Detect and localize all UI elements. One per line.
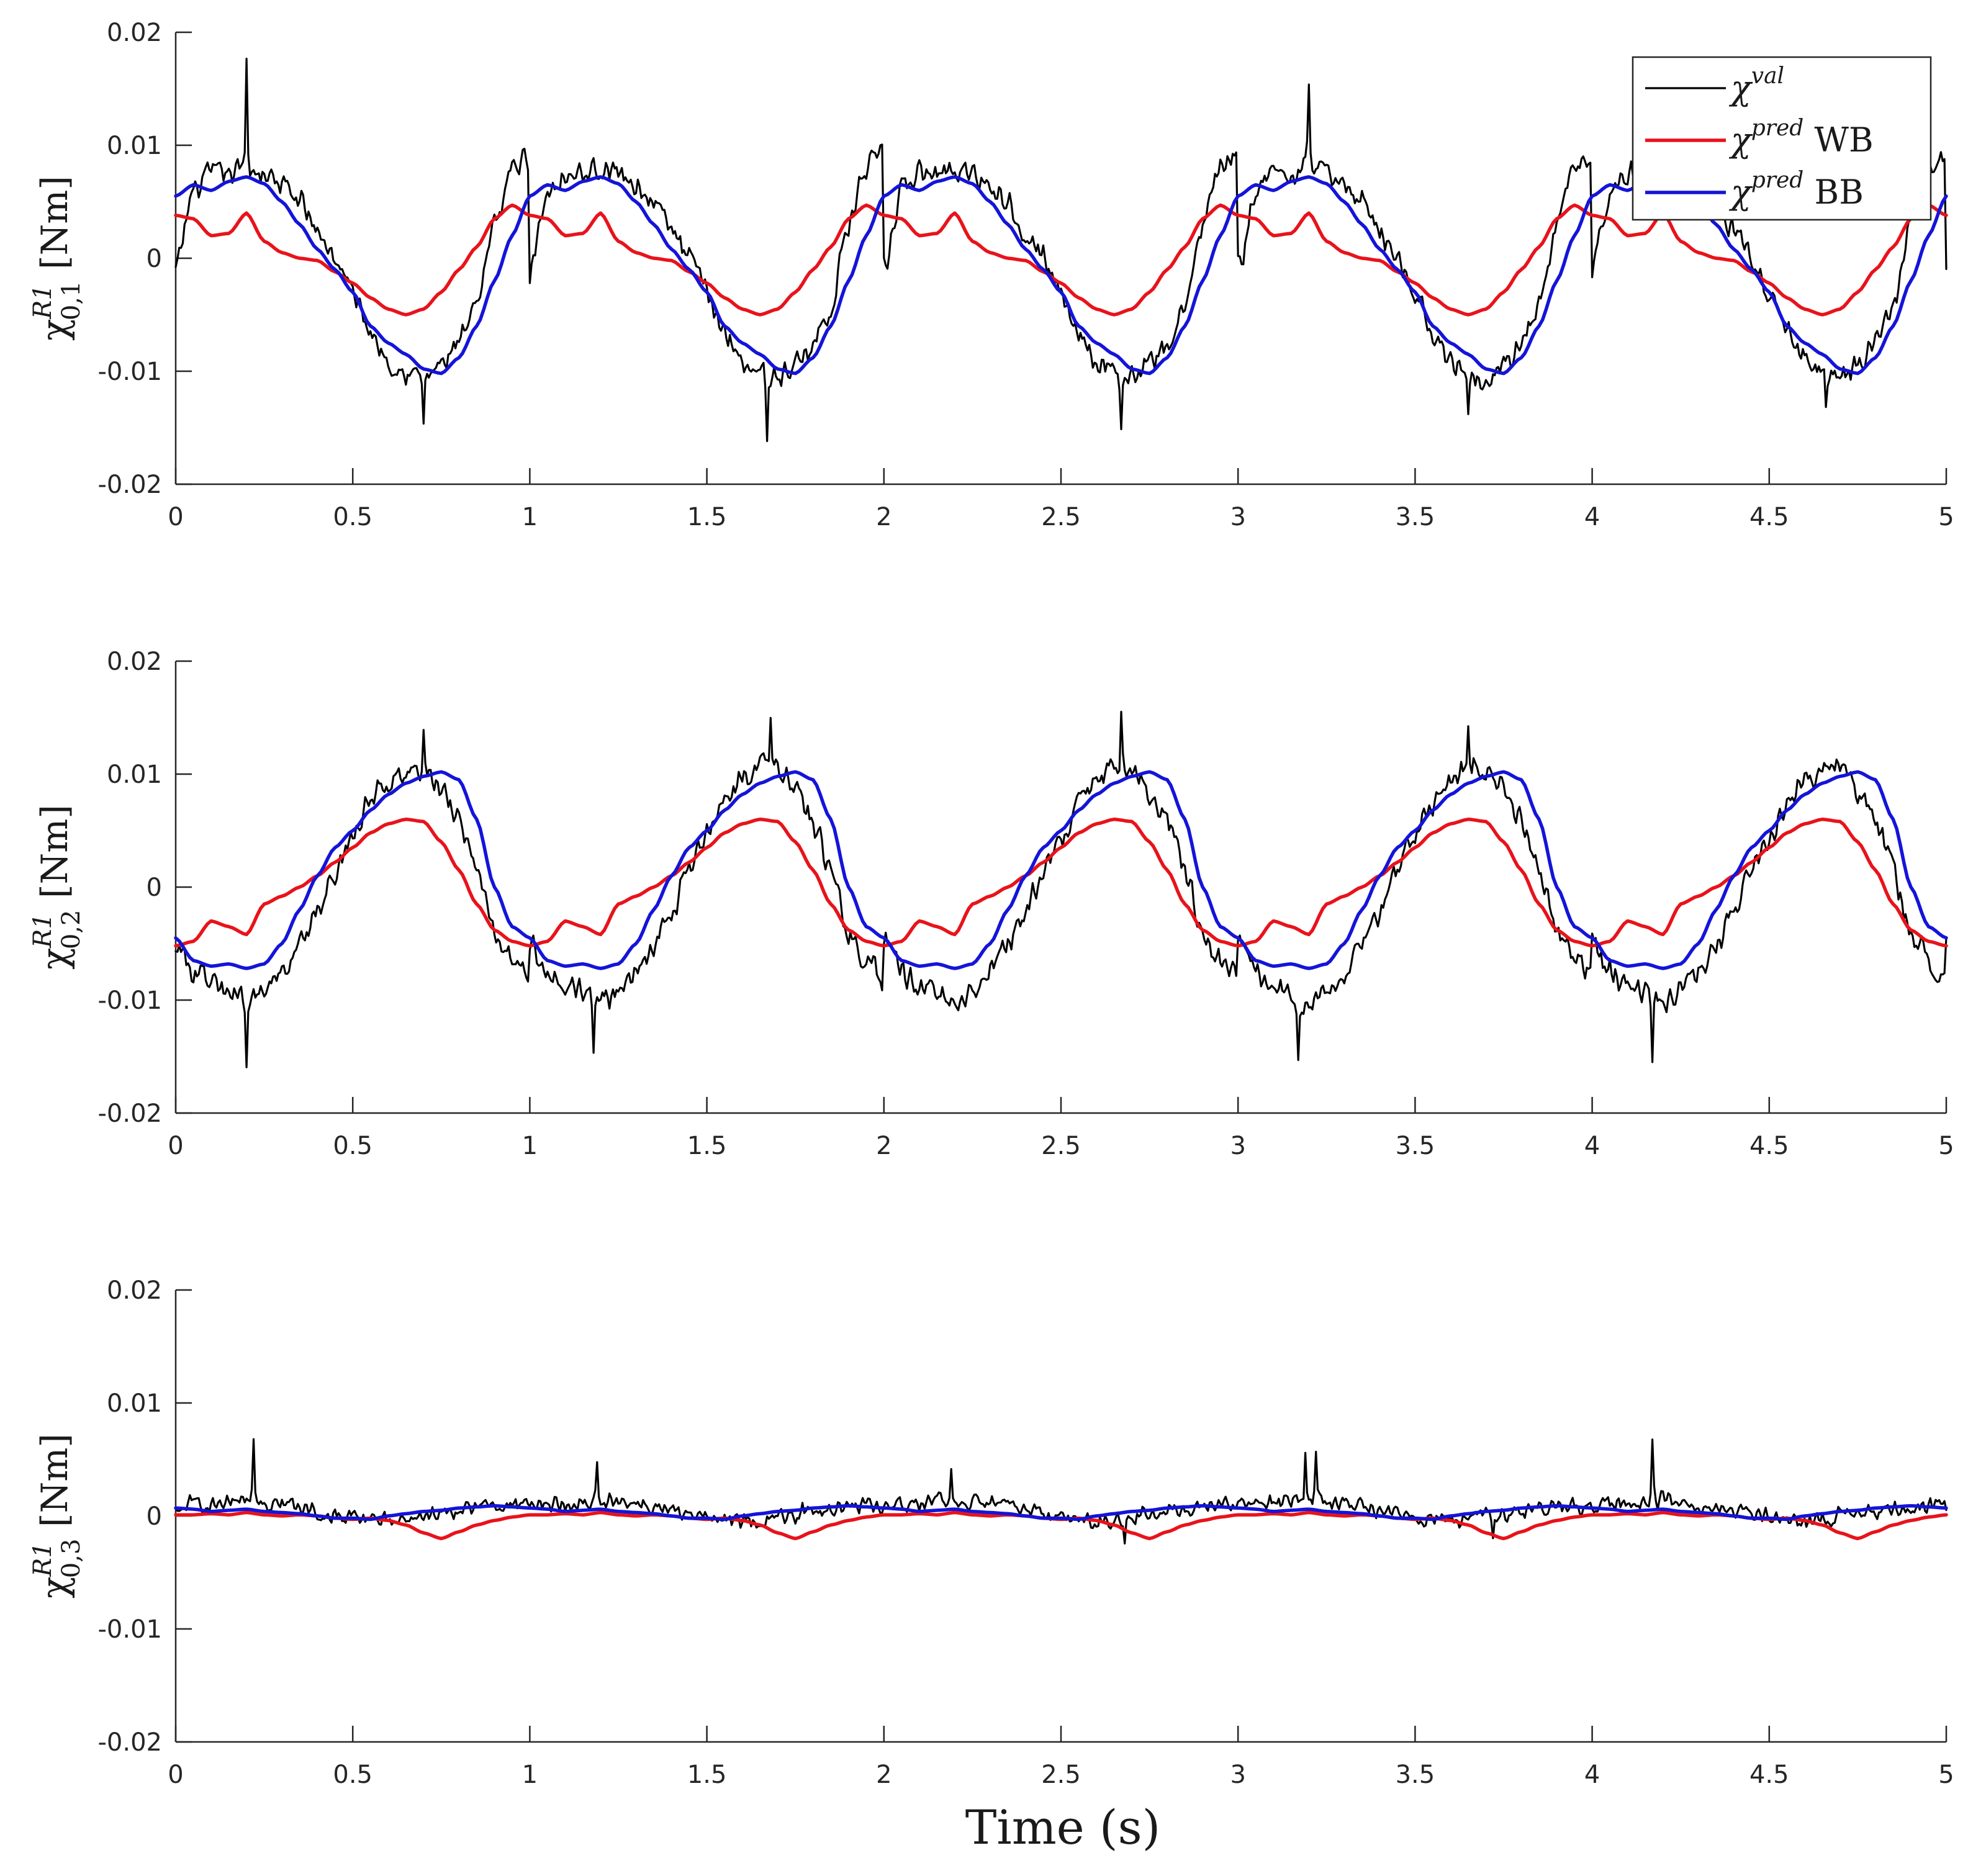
x-tick-label: 1.5 <box>687 1761 727 1789</box>
series-line-pred-wb <box>174 818 1948 948</box>
y-tick-label: 0.01 <box>107 760 162 789</box>
x-tick-label: 0 <box>168 1132 183 1160</box>
x-tick-label: 3 <box>1230 503 1245 531</box>
x-tick-label: 2.5 <box>1041 1132 1081 1160</box>
legend-sup: pred <box>1751 168 1804 193</box>
x-tick-label: 4.5 <box>1749 1761 1789 1789</box>
y-tick-label: -0.02 <box>98 471 163 499</box>
x-tick-label: 2.5 <box>1041 1761 1081 1789</box>
x-tick-label: 4 <box>1584 1761 1600 1789</box>
series-line-pred-bb <box>174 770 1948 970</box>
x-tick-label: 1 <box>522 503 538 531</box>
y-axis-label-symbol: χ <box>34 319 76 341</box>
x-tick-label: 3 <box>1230 1132 1245 1160</box>
x-tick-label: 0 <box>168 503 183 531</box>
x-tick-label: 5 <box>1938 503 1954 531</box>
x-tick-label: 2.5 <box>1041 503 1081 531</box>
legend-symbol: χ <box>1728 173 1753 212</box>
series-line-pred-bb <box>174 1504 1948 1522</box>
legend-entry-wb: χpred WB <box>1645 115 1874 160</box>
x-tick-label: 1.5 <box>687 1132 727 1160</box>
x-tick-label: 0.5 <box>333 503 372 531</box>
x-tick-label: 1.5 <box>687 503 727 531</box>
legend-symbol: χ <box>1728 68 1753 107</box>
x-tick-label: 0 <box>168 1761 183 1789</box>
x-tick-label: 1 <box>522 1132 538 1160</box>
y-axis-label-sub: 0,3 <box>57 1539 86 1579</box>
y-axis-label-sup: R1 <box>29 284 57 320</box>
x-tick-label: 4 <box>1584 503 1600 531</box>
y-axis-label-unit: [Nm] <box>34 1433 76 1538</box>
y-tick-label: 0.02 <box>107 647 162 676</box>
legend-symbol: χ <box>1728 120 1753 160</box>
legend-entry-bb: χpred BB <box>1645 168 1864 212</box>
y-axis-label: χR10,3 [Nm] <box>29 1433 86 1599</box>
x-tick-label: 2 <box>876 503 891 531</box>
series-line-val <box>174 710 1948 1068</box>
y-tick-label: 0.02 <box>107 1276 162 1305</box>
y-axis-label-sup: R1 <box>29 913 57 949</box>
y-tick-label: 0 <box>147 1502 162 1531</box>
legend-label: χpred WB <box>1728 115 1874 160</box>
y-tick-label: 0 <box>147 873 162 902</box>
x-tick-label: 5 <box>1938 1132 1954 1160</box>
panels: -0.02 -0.01 0 0.01 0.02 0 0.5 1 1.5 2 2.5 3 3.5 4 4.5 5… <box>29 19 1954 1789</box>
y-tick-label: -0.01 <box>98 1615 163 1644</box>
x-tick-label: 2 <box>876 1132 891 1160</box>
x-tick-label: 3 <box>1230 1761 1245 1789</box>
y-tick-label: 0.01 <box>107 132 162 160</box>
y-axis-label-sub: 0,1 <box>57 281 86 321</box>
y-axis-label-sup: R1 <box>29 1542 57 1577</box>
y-axis-label-symbol: χ <box>34 1577 76 1599</box>
y-axis-label-symbol: χ <box>34 948 76 970</box>
x-tick-label: 4 <box>1584 1132 1600 1160</box>
y-axis-label: χR10,2 [Nm] <box>29 805 86 970</box>
y-axis-label-sub: 0,2 <box>57 910 86 950</box>
series-line-pred-wb <box>174 203 1948 317</box>
x-tick-label: 3.5 <box>1396 1761 1435 1789</box>
x-tick-label: 2 <box>876 1761 891 1789</box>
legend-entry-val: χval <box>1645 63 1784 107</box>
panel-2: -0.02 -0.01 0 0.01 0.02 0 0.5 1 1.5 2 2.5 3 3.5 4 4.5 5… <box>29 647 1954 1160</box>
y-tick-label: 0.02 <box>107 19 162 47</box>
y-axis-label-unit: [Nm] <box>34 176 76 281</box>
panel-3: -0.02 -0.01 0 0.01 0.02 0 0.5 1 1.5 2 2.5 3 3.5 4 4.5 5… <box>29 1276 1954 1789</box>
x-tick-label: 1 <box>522 1761 538 1789</box>
legend-suffix: WB <box>1803 120 1873 160</box>
legend-label: χval <box>1728 63 1784 107</box>
y-tick-label: -0.02 <box>98 1099 163 1128</box>
x-tick-label: 3.5 <box>1396 503 1435 531</box>
x-tick-label: 4.5 <box>1749 503 1789 531</box>
x-tick-label: 3.5 <box>1396 1132 1435 1160</box>
y-axis-label-unit: [Nm] <box>34 805 76 909</box>
legend-sup: val <box>1751 63 1784 89</box>
legend-sup: pred <box>1751 115 1804 141</box>
y-axis-label: χR10,1 [Nm] <box>29 176 86 341</box>
series-line-val <box>174 1438 1948 1545</box>
x-tick-label: 0.5 <box>333 1132 372 1160</box>
legend-label: χpred BB <box>1728 168 1864 212</box>
y-tick-label: -0.01 <box>98 986 163 1015</box>
y-tick-label: -0.01 <box>98 358 163 386</box>
legend-suffix: BB <box>1803 173 1864 212</box>
x-tick-label: 5 <box>1938 1761 1954 1789</box>
x-axis-label: Time (s) <box>965 1800 1161 1855</box>
y-tick-label: 0 <box>147 245 162 273</box>
y-tick-label: -0.02 <box>98 1728 163 1757</box>
x-tick-label: 0.5 <box>333 1761 372 1789</box>
x-tick-label: 4.5 <box>1749 1132 1789 1160</box>
y-tick-label: 0.01 <box>107 1389 162 1418</box>
